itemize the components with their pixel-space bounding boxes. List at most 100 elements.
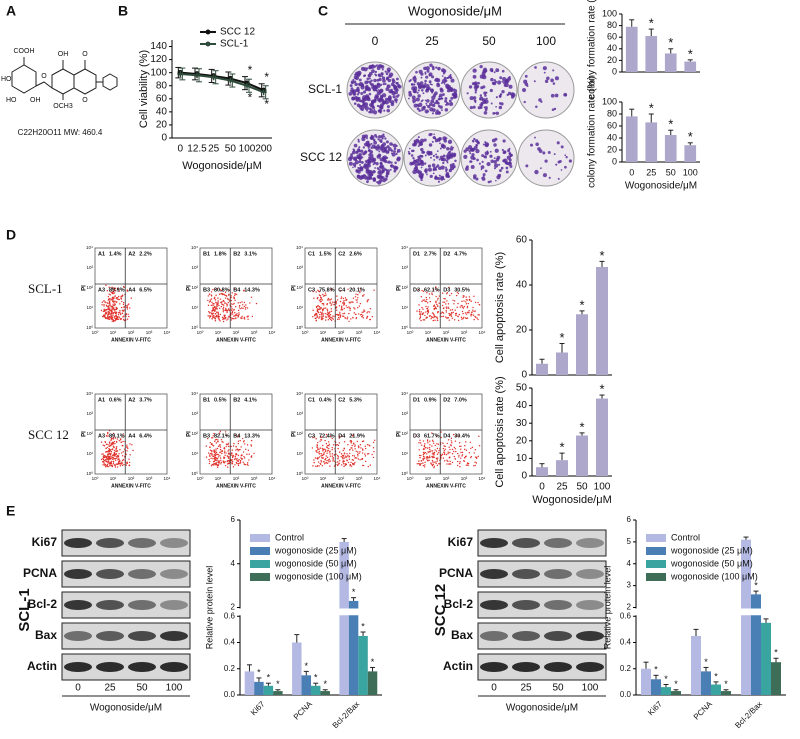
event	[241, 454, 242, 455]
significance-star: *	[649, 100, 654, 115]
event	[223, 460, 224, 461]
event	[457, 461, 458, 462]
event	[224, 447, 225, 448]
y-tick-label: 0	[612, 156, 617, 166]
event	[466, 464, 467, 465]
event	[244, 464, 245, 465]
event	[323, 304, 324, 305]
event	[327, 457, 328, 458]
y-tick-label: 10³	[296, 265, 303, 270]
colony	[482, 177, 486, 181]
colony	[371, 143, 373, 145]
event	[105, 442, 106, 443]
y-tick-label: 0	[521, 370, 527, 381]
event	[234, 300, 235, 301]
event	[358, 458, 359, 459]
y-tick-label: 10⁰	[86, 471, 93, 476]
event	[212, 444, 213, 445]
band	[480, 538, 508, 548]
colony	[471, 148, 474, 151]
colony	[445, 104, 447, 106]
event	[319, 441, 320, 442]
event	[436, 308, 437, 309]
event	[127, 461, 128, 462]
colony	[385, 70, 387, 72]
colony	[387, 105, 390, 108]
event	[319, 314, 320, 315]
colony	[368, 176, 371, 179]
event	[454, 456, 455, 457]
significance-star: *	[559, 440, 564, 455]
event	[423, 440, 424, 441]
panel-label: C	[318, 3, 328, 19]
colony	[511, 93, 515, 97]
event	[464, 306, 465, 307]
colony	[554, 153, 556, 155]
event	[431, 445, 432, 446]
event	[437, 448, 438, 449]
event	[215, 460, 216, 461]
protein-label: Bcl-2	[28, 597, 58, 611]
event	[110, 454, 111, 455]
y-tick-label: 3	[627, 581, 632, 590]
event	[225, 465, 226, 466]
colony	[420, 73, 423, 76]
event	[243, 456, 244, 457]
event	[232, 461, 233, 462]
x-tick-label: 10²	[338, 330, 345, 335]
colony	[365, 160, 367, 162]
event	[247, 316, 248, 317]
significance-star: *	[579, 297, 584, 312]
event	[353, 464, 354, 465]
colony	[534, 170, 538, 174]
event	[460, 446, 461, 447]
colony	[473, 157, 476, 160]
colony	[355, 72, 359, 76]
colony	[555, 164, 557, 166]
event	[438, 303, 439, 304]
colony	[481, 165, 485, 169]
y-tick-label: 10³	[191, 411, 198, 416]
event	[114, 305, 115, 306]
event	[102, 461, 103, 462]
event	[212, 305, 213, 306]
legend-label: SCL-1	[220, 39, 249, 50]
colony	[364, 174, 366, 176]
x-axis-title: Wogonoside/μM	[182, 160, 262, 172]
colony	[504, 84, 507, 87]
event	[454, 447, 455, 448]
event	[330, 319, 331, 320]
event	[419, 449, 420, 450]
colony	[369, 172, 373, 176]
colony	[387, 85, 389, 87]
event	[359, 451, 360, 452]
band	[576, 662, 604, 672]
event	[355, 293, 356, 294]
event	[451, 316, 452, 317]
colony	[382, 138, 384, 140]
colony	[479, 98, 481, 100]
event	[343, 448, 344, 449]
colony	[365, 85, 367, 87]
band	[480, 631, 508, 641]
y-tick-label: 20	[156, 120, 168, 131]
event	[326, 309, 327, 310]
event	[350, 318, 351, 319]
event	[328, 314, 329, 315]
event	[330, 455, 331, 456]
dose-title: Wogonoside/μM	[506, 703, 578, 714]
colony	[438, 181, 440, 183]
event	[328, 298, 329, 299]
event	[360, 447, 361, 448]
quadrant-value: 0.4%	[319, 397, 332, 403]
colony	[377, 174, 381, 178]
colony	[507, 149, 510, 152]
event	[114, 465, 115, 466]
event	[367, 311, 368, 312]
event	[448, 463, 449, 464]
y-tick-label: 40	[156, 107, 168, 118]
event	[236, 313, 237, 314]
event	[450, 309, 451, 310]
protein-label: Bax	[35, 628, 57, 642]
